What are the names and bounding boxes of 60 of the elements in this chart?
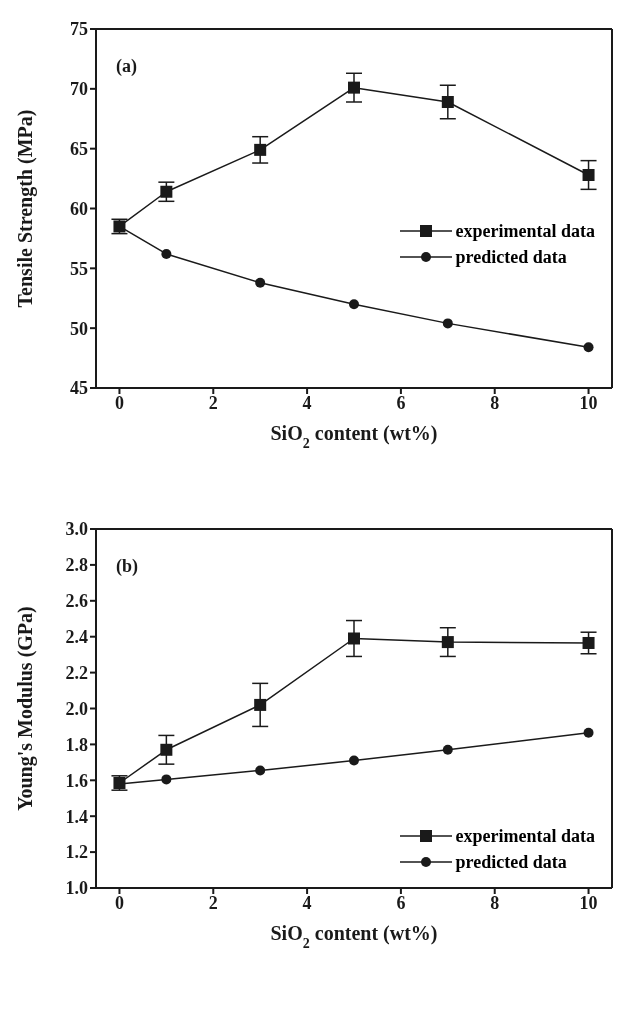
y-tick-label: 75 [70,19,88,40]
y-tick-label: 45 [70,378,88,399]
x-tick-label: 6 [396,892,406,913]
y-tick-label: 65 [70,139,88,160]
y-tick-label: 60 [70,198,88,219]
y-tick-label: 70 [70,79,88,100]
x-tick-label: 2 [208,892,218,913]
point [254,698,267,711]
point [161,248,172,259]
x-tick-label: 10 [579,392,598,413]
annotation: (b) [116,556,138,577]
y-tick-label: 3.0 [65,519,88,540]
legend-label: experimental data [455,825,595,847]
point [349,299,359,310]
y-tick-label: 2.6 [65,591,88,612]
x-tick-label: 0 [114,892,124,913]
y-tick-label: 1.0 [65,878,88,899]
point [442,318,453,329]
x-tick-label: 2 [208,392,218,413]
x-tick-label: 4 [302,892,312,913]
y-axis-title: Young's Modulus (GPa) [14,606,37,811]
point [161,774,172,785]
point [583,727,594,738]
x-tick-label: 4 [302,392,312,413]
point [255,765,266,776]
point [160,743,173,756]
y-tick-label: 2.2 [65,662,88,683]
point [442,744,453,755]
point [348,632,360,645]
y-tick-label: 55 [70,258,88,279]
legend-label: predicted data [455,851,567,873]
x-tick-label: 0 [114,392,124,413]
y-tick-label: 1.8 [65,734,88,755]
x-tick-label: 8 [490,392,500,413]
y-tick-label: 2.4 [65,627,88,648]
x-axis-title: SiO$_{2}$ content (wt%) [270,922,438,951]
x-tick-label: 8 [490,892,500,913]
point [582,168,595,181]
point [582,636,595,649]
x-tick-label: 10 [579,892,598,913]
y-axis-title: Tensile Strength (MPa) [14,109,37,308]
point [349,755,359,766]
y-tick-label: 1.2 [65,842,88,863]
legend-label: experimental data [455,220,595,242]
y-tick-label: 50 [70,318,88,339]
point [441,96,454,108]
point [160,185,173,198]
point [254,143,267,156]
y-tick-label: 1.4 [65,806,88,827]
y-tick-label: 2.0 [65,698,88,719]
point [441,636,454,649]
y-tick-label: 2.8 [65,555,88,576]
annotation: (a) [116,56,137,77]
point [348,81,360,94]
point [255,277,266,288]
x-axis-title: SiO$_{2}$ content (wt%) [270,422,438,451]
y-tick-label: 1.6 [65,770,88,791]
point [583,342,594,353]
x-tick-label: 6 [396,392,406,413]
legend-label: predicted data [455,246,567,268]
